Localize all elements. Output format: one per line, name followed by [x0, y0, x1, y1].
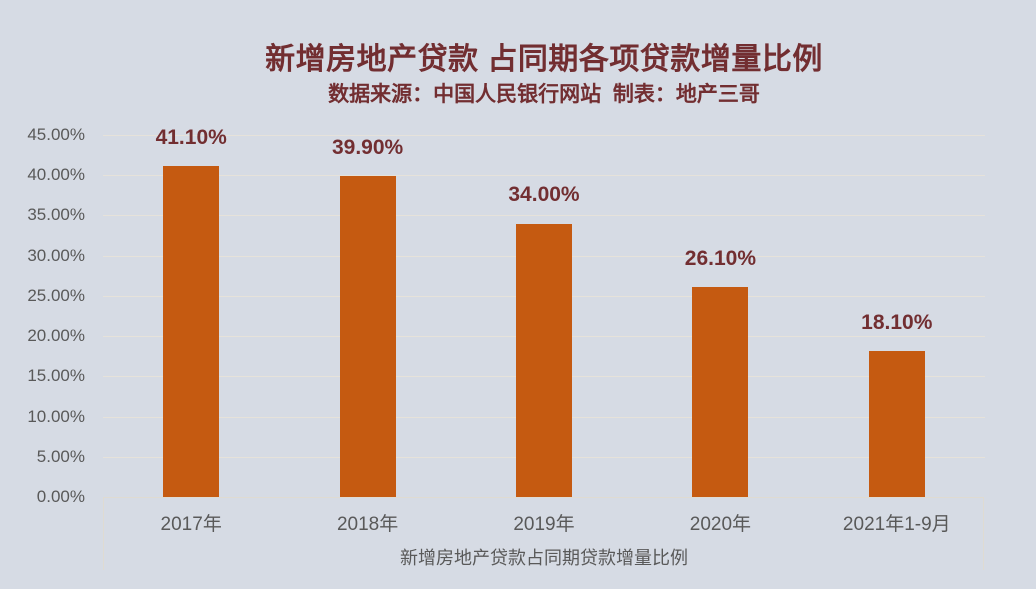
bar-value-label: 39.90% — [331, 136, 404, 160]
x-axis-tick-label: 2018年 — [336, 514, 399, 535]
x-axis-tick-label: 2019年 — [513, 514, 575, 535]
chart-subtitle: 数据来源：中国人民银行网站 制表：地产三哥 — [328, 83, 760, 106]
bar-2019年 — [516, 223, 572, 497]
chart-title: 新增房地产贷款 占同期各项贷款增量比例 — [265, 43, 823, 76]
gridline — [103, 215, 985, 217]
y-axis-tick-label: 10.00% — [27, 406, 85, 426]
y-axis-tick-label: 20.00% — [27, 326, 85, 346]
y-axis-tick-label: 25.00% — [27, 285, 85, 305]
gridline — [103, 135, 985, 136]
bar-2018年 — [339, 176, 396, 497]
bar-value-label: 26.10% — [684, 247, 757, 271]
y-axis-tick-label: 5.00% — [36, 446, 85, 466]
y-axis-tick-label: 0.00% — [36, 487, 85, 506]
bar-value-label: 41.10% — [155, 126, 227, 150]
gridline — [103, 175, 985, 177]
y-axis-tick-label: 35.00% — [27, 205, 85, 225]
bar-value-label: 34.00% — [508, 183, 580, 207]
bar-2017年 — [163, 166, 220, 497]
x-axis-strip — [103, 497, 984, 570]
y-axis-tick-label: 40.00% — [27, 165, 85, 185]
y-axis-tick-label: 30.00% — [27, 245, 85, 265]
x-axis-tick-label: 2020年 — [689, 514, 752, 535]
x-axis-title: 新增房地产贷款占同期贷款增量比例 — [400, 548, 688, 568]
bar-value-label: 18.10% — [861, 311, 933, 335]
x-axis-tick-label: 2021年1-9月 — [842, 514, 951, 535]
bar-2020年 — [692, 287, 749, 497]
plot-area — [103, 135, 985, 497]
y-axis-tick-label: 45.00% — [27, 125, 85, 144]
x-axis-tick-label: 2017年 — [160, 514, 222, 535]
bar-2021年1-9月 — [868, 351, 925, 497]
y-axis-tick-label: 15.00% — [27, 366, 85, 386]
